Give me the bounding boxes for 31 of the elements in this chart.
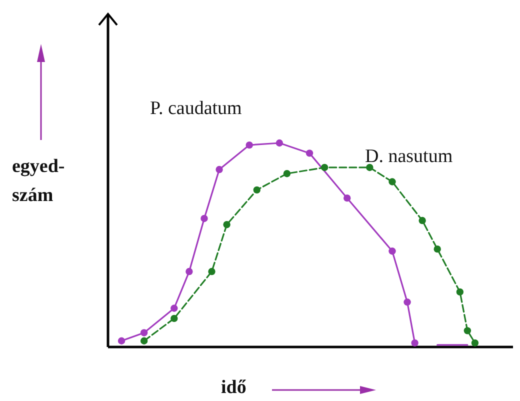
point [140,337,148,344]
point [140,329,148,336]
series-label: P. caudatum [150,98,242,119]
point [216,166,223,174]
point [200,214,208,222]
point [170,314,178,322]
point [223,221,230,228]
series-label: D. nasutum [365,146,453,167]
point [283,170,291,178]
point [246,141,253,149]
point [276,139,284,147]
point [366,164,374,172]
point [344,194,351,202]
point [320,164,328,172]
point [208,268,216,276]
point [418,216,426,224]
point [170,304,178,312]
point [434,245,441,253]
y-axis-title: egyed-szám [12,156,65,206]
point [464,327,472,334]
point [306,150,314,157]
point [253,186,260,194]
x-axis-title: idő [221,377,246,398]
point [456,288,464,296]
point [118,337,126,344]
point [411,339,418,347]
point [471,339,479,347]
point [388,248,396,255]
point [388,178,396,186]
point [404,298,411,306]
point [186,268,193,276]
